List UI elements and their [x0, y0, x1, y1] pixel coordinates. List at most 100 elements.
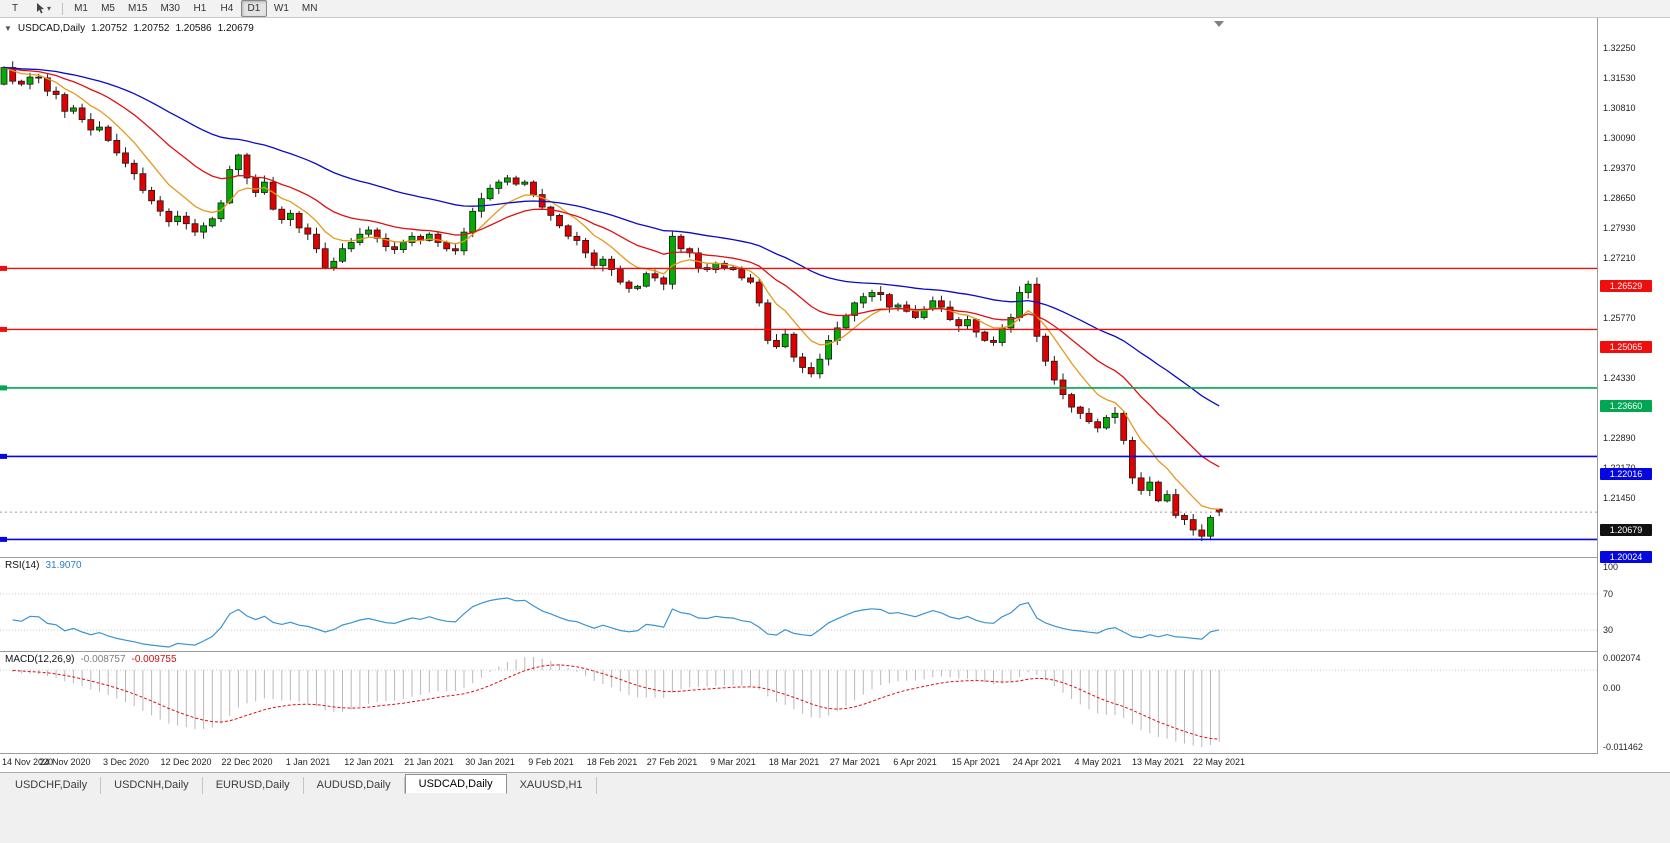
- rsi-scale-100: 100: [1603, 562, 1619, 572]
- macd-indicator-label: MACD(12,26,9): [5, 654, 75, 665]
- price-tick: 1.24330: [1603, 373, 1636, 383]
- date-label: 18 Feb 2021: [586, 757, 638, 767]
- rsi-indicator-label: RSI(14): [5, 560, 40, 571]
- price-badge-1.20024: 1.20024: [1600, 551, 1652, 563]
- chart-tab-xauusd-h1[interactable]: XAUUSD,H1: [507, 777, 597, 794]
- timeframe-button-m1[interactable]: M1: [74, 3, 88, 14]
- timeframe-button-h1[interactable]: H1: [193, 3, 207, 14]
- rsi-scale-70: 70: [1603, 589, 1614, 599]
- date-label: 6 Apr 2021: [893, 757, 937, 767]
- timeframe-button-mn[interactable]: MN: [301, 3, 318, 14]
- rsi-panel[interactable]: [0, 558, 1597, 651]
- hline-left-marker: [0, 265, 7, 271]
- timeframe-button-d1[interactable]: D1: [240, 0, 267, 17]
- price-badge-1.23660: 1.23660: [1600, 400, 1652, 412]
- chart-tab-usdcnh-daily[interactable]: USDCNH,Daily: [101, 777, 203, 794]
- price-badge-1.25065: 1.25065: [1600, 341, 1652, 353]
- macd-histogram: [12, 657, 1220, 747]
- rsi-value: 31.9070: [45, 560, 82, 571]
- timeframe-button-group: M1 M5 M15 M30 H1 H4 D1 W1 MN: [68, 0, 323, 17]
- hline-left-marker: [0, 385, 7, 391]
- price-tick: 1.27930: [1603, 223, 1636, 233]
- rsi-line: [12, 597, 1220, 648]
- price-tick: 1.25770: [1603, 313, 1636, 323]
- price-badge-1.22016: 1.22016: [1600, 468, 1652, 480]
- date-label: 12 Dec 2020: [160, 757, 212, 767]
- panel-separator[interactable]: [0, 651, 1670, 652]
- macd-scale-top: 0.002074: [1603, 653, 1641, 663]
- price-tick: 1.27210: [1603, 253, 1636, 263]
- macd-main-value: -0.008757: [80, 654, 126, 665]
- axis-separator: [0, 753, 1670, 754]
- timeframe-button-m15[interactable]: M15: [128, 3, 148, 14]
- macd-label-row: MACD(12,26,9) -0.008757 -0.009755: [5, 654, 177, 665]
- price-badge-1.26529: 1.26529: [1600, 280, 1652, 292]
- macd-svg[interactable]: [0, 652, 1597, 753]
- price-tick: 1.30090: [1603, 133, 1636, 143]
- toolbar: T ▾ M1 M5 M15 M30 H1 H4 D1 W1 MN: [0, 0, 1670, 18]
- ohlc-low: 1.20586: [175, 23, 212, 34]
- chart-tab-audusd-daily[interactable]: AUDUSD,Daily: [304, 777, 405, 794]
- price-scale[interactable]: 1.32250 1.31530 1.30810 1.30090 1.29370 1.286…: [1598, 18, 1670, 754]
- cursor-tool-button[interactable]: ▾: [30, 0, 57, 17]
- price-tick: 1.31530: [1603, 73, 1636, 83]
- macd-panel[interactable]: [0, 652, 1597, 753]
- main-chart-panel[interactable]: [0, 18, 1597, 557]
- hline-left-marker: [0, 453, 7, 459]
- date-label: 27 Feb 2021: [646, 757, 698, 767]
- ohlc-open: 1.20752: [91, 23, 128, 34]
- chart-shift-marker[interactable]: [1214, 21, 1224, 27]
- date-label: 1 Jan 2021: [285, 757, 331, 767]
- date-label: 27 Mar 2021: [829, 757, 881, 767]
- time-axis[interactable]: 14 Nov 2020 24 Nov 2020 3 Dec 2020 12 Dec 2…: [0, 754, 1597, 772]
- price-tick: 1.22890: [1603, 433, 1636, 443]
- date-label: 22 May 2021: [1192, 757, 1246, 767]
- ma-45-line: [3, 66, 1220, 407]
- cursor-tool-icon: [37, 3, 44, 14]
- rsi-svg[interactable]: [0, 558, 1597, 651]
- collapse-chart-icon[interactable]: ▼: [4, 24, 12, 33]
- timeframe-button-m30[interactable]: M30: [160, 3, 180, 14]
- chart-tab-usdchf-daily[interactable]: USDCHF,Daily: [2, 777, 102, 794]
- date-label: 9 Mar 2021: [710, 757, 756, 767]
- current-price-badge: 1.20679: [1600, 524, 1652, 536]
- price-tick: 1.30810: [1603, 103, 1636, 113]
- main-chart-svg[interactable]: [0, 18, 1597, 557]
- chart-header: ▼ USDCAD,Daily 1.20752 1.20752 1.20586 1…: [4, 23, 254, 34]
- timeframe-button-m5[interactable]: M5: [101, 3, 115, 14]
- ma-20-line: [3, 66, 1220, 468]
- date-label: 13 May 2021: [1131, 757, 1185, 767]
- date-label: 21 Jan 2021: [404, 757, 454, 767]
- panel-separator[interactable]: [0, 557, 1670, 558]
- date-label: 15 Apr 2021: [951, 757, 1001, 767]
- chart-tab-eurusd-daily[interactable]: EURUSD,Daily: [203, 777, 304, 794]
- price-tick: 1.21450: [1603, 493, 1636, 503]
- hline-left-marker: [0, 536, 7, 542]
- chart-symbol-label: USDCAD,Daily: [17, 23, 86, 34]
- chart-type-button[interactable]: T: [11, 3, 19, 14]
- chart-tab-usdcad-daily[interactable]: USDCAD,Daily: [404, 774, 507, 794]
- window-filler: [0, 794, 1670, 843]
- macd-signal-value: -0.009755: [131, 654, 177, 665]
- macd-scale-bottom: -0.011462: [1603, 742, 1643, 752]
- toolbar-separator: [62, 2, 64, 15]
- candlestick-series: [0, 61, 1223, 542]
- timeframe-button-w1[interactable]: W1: [273, 3, 289, 14]
- date-label: 14 Nov 2020: [2, 757, 54, 767]
- macd-signal-line: [12, 664, 1220, 740]
- scale-separator: [1597, 18, 1598, 754]
- date-label: 4 May 2021: [1074, 757, 1122, 767]
- ohlc-high: 1.20752: [133, 23, 170, 34]
- date-label: 30 Jan 2021: [465, 757, 515, 767]
- timeframe-button-h4[interactable]: H4: [220, 3, 234, 14]
- rsi-scale-30: 30: [1603, 625, 1614, 635]
- date-label: 24 Nov 2020: [39, 757, 91, 767]
- date-label: 24 Apr 2021: [1012, 757, 1062, 767]
- date-label: 18 Mar 2021: [768, 757, 820, 767]
- hline-left-marker: [0, 326, 7, 332]
- ma-8-line: [3, 66, 1220, 510]
- price-tick: 1.28650: [1603, 193, 1636, 203]
- date-label: 3 Dec 2020: [102, 757, 150, 767]
- price-tick: 1.29370: [1603, 163, 1636, 173]
